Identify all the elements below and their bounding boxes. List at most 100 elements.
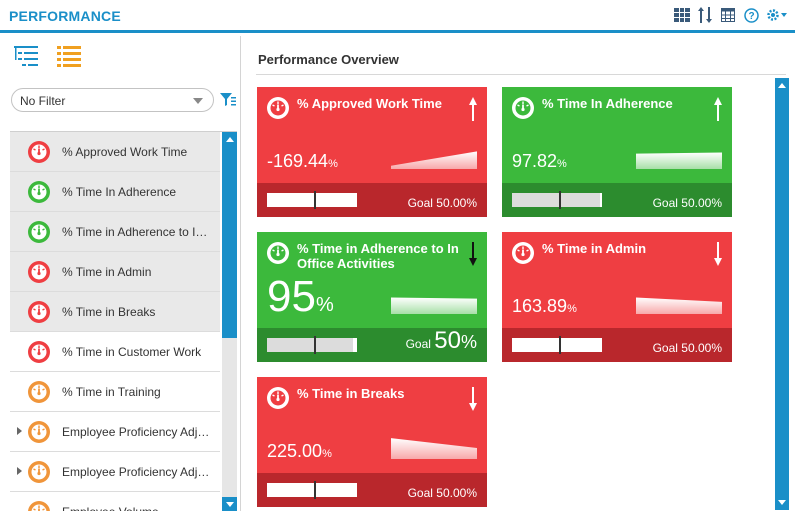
goal-label: Goal 50.00% [653,196,722,210]
settings-icon[interactable] [765,6,789,24]
goal-progress-bar [267,481,357,499]
tile-value-unit: % [315,294,334,316]
tile-title: % Time in Adherence to In Office Activit… [297,241,459,271]
goal-unit: % [711,341,722,355]
filter-dropdown[interactable]: No Filter [11,88,214,112]
tile-footer: Goal 50% [257,327,487,362]
gauge-icon [27,300,51,324]
tile-value: 163.89% [512,296,577,317]
goal-marker [314,336,316,354]
kpi-tile[interactable]: % Time In Adherence 97.82% Goal 50.00% [502,87,732,217]
goal-value: 50 [434,327,461,354]
tile-title: % Time in Admin [542,241,647,256]
expand-arrow-icon[interactable] [17,467,22,475]
scroll-down-button[interactable] [222,497,237,511]
tile-value: 97.82% [512,151,567,172]
tile-value-number: -169.44 [267,151,329,171]
sparkline-area [636,297,722,314]
tile-footer: Goal 50.00% [257,473,487,507]
goal-text: Goal [407,196,433,210]
goal-marker [559,336,561,354]
goal-value: 50.00 [436,486,467,500]
scroll-down-button[interactable] [775,495,789,510]
list-item[interactable]: % Time in Customer Work [10,332,220,372]
goal-marker [314,481,316,499]
filter-dropdown-value: No Filter [20,94,66,108]
table-icon[interactable] [719,6,737,24]
overview-title: Performance Overview [258,52,399,67]
metrics-panel: No Filter % Approved Work Time % Time In … [0,36,241,511]
tile-title: % Time In Adherence [542,96,673,111]
list-scrollbar[interactable] [222,132,237,511]
tile-value-unit: % [328,158,338,170]
gauge-icon [27,220,51,244]
trend-down-arrow-icon [468,386,478,412]
gauge-icon [266,386,290,410]
arrow-down-icon [225,502,234,507]
expand-arrow-icon[interactable] [17,427,22,435]
trend-sparkline [636,152,722,169]
list-item[interactable]: % Time in Training [10,372,220,412]
list-item-label: % Time in Breaks [62,305,156,319]
filter-icon[interactable] [219,91,237,109]
goal-label: Goal 50% [406,327,477,355]
tile-footer: Goal 50.00% [257,183,487,217]
trend-sparkline [391,438,477,459]
list-item[interactable]: % Time in Adherence to In Office Activit… [10,212,220,252]
trend-down-arrow-icon [468,241,478,267]
goal-progress-bar [512,336,602,354]
kpi-tile[interactable]: % Time in Breaks 225.00% Goal 50.00% [257,377,487,507]
help-icon[interactable]: ? [742,6,760,24]
list-item[interactable]: Employee Volume [10,492,220,511]
list-item[interactable]: % Time in Breaks [10,292,220,332]
tile-value-number: 225.00 [267,441,323,461]
goal-marker [559,191,561,209]
scrollbar-thumb[interactable] [775,93,789,495]
tile-title: % Approved Work Time [297,96,442,111]
gauge-icon [511,241,535,265]
list-item-label: % Time in Customer Work [62,345,202,359]
list-item[interactable]: Employee Proficiency Adjustment [10,412,220,452]
sparkline-area [391,151,477,169]
goal-unit: % [466,196,477,210]
trend-sparkline [391,297,477,314]
list-item-label: Employee Proficiency Adjustment [62,465,214,479]
list-view-icon[interactable] [56,44,82,68]
scroll-up-button[interactable] [222,132,237,147]
scrollbar-thumb[interactable] [222,147,237,338]
grid-view-icon[interactable] [673,6,691,24]
sort-icon[interactable] [696,6,714,24]
list-item[interactable]: % Time In Adherence [10,172,220,212]
goal-label: Goal 50.00% [408,196,477,210]
kpi-tile[interactable]: % Time in Admin 163.89% Goal 50.00% [502,232,732,362]
progress-fill [267,193,312,207]
trend-up-arrow-icon [468,96,478,122]
app-header: PERFORMANCE ? [0,0,795,33]
gauge-icon [27,460,51,484]
list-item[interactable]: % Approved Work Time [10,132,220,172]
kpi-tile[interactable]: % Approved Work Time -169.44% Goal 50.00% [257,87,487,217]
goal-text: Goal [407,486,433,500]
sparkline-area [391,438,477,459]
goal-text: Goal [652,341,678,355]
chevron-down-icon [193,98,203,104]
tree-view-icon[interactable] [13,44,39,68]
overview-panel: Performance Overview % Approved Work Tim… [242,36,795,511]
list-item[interactable]: % Time in Admin [10,252,220,292]
trend-sparkline [391,151,477,169]
overview-scrollbar[interactable] [775,78,789,510]
list-item-label: % Time In Adherence [62,185,177,199]
list-item[interactable]: Employee Proficiency Adjustment [10,452,220,492]
gauge-icon [266,96,290,120]
tile-value: -169.44% [267,151,338,172]
list-item-label: % Time in Training [62,385,161,399]
divider [256,74,786,75]
app-title: PERFORMANCE [9,8,121,24]
scroll-up-button[interactable] [775,78,789,93]
goal-unit: % [711,196,722,210]
goal-value: 50.00 [681,341,712,355]
tile-value: 95% [267,272,334,322]
trend-down-arrow-icon [713,241,723,267]
sparkline-area [391,297,477,314]
kpi-tile[interactable]: % Time in Adherence to In Office Activit… [257,232,487,362]
